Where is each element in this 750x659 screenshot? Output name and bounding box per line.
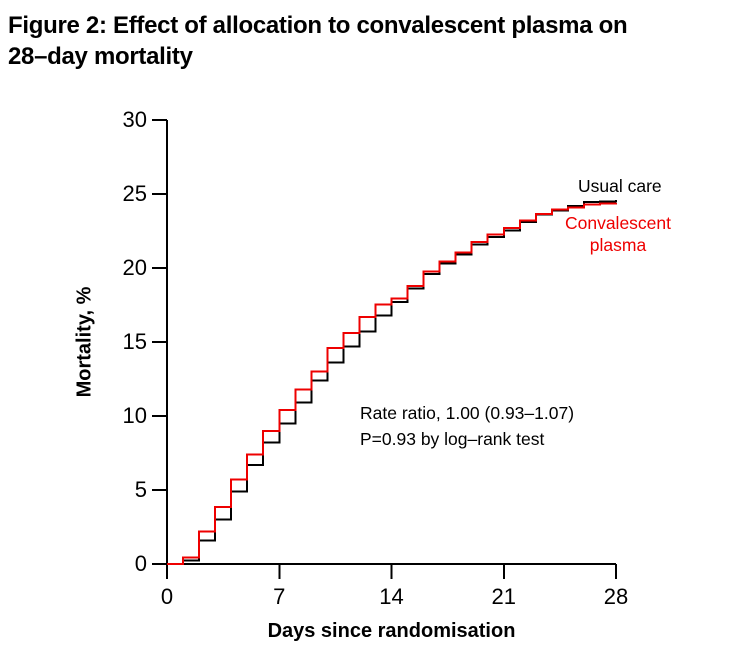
rate-ratio-annotation: Rate ratio, 1.00 (0.93–1.07) P=0.93 by l… — [360, 400, 574, 452]
figure-title: Figure 2: Effect of allocation to conval… — [8, 10, 748, 72]
x-tick-label: 7 — [273, 584, 286, 609]
figure-title-line1: Figure 2: Effect of allocation to conval… — [8, 12, 628, 39]
logrank-line: P=0.93 by log–rank test — [360, 429, 545, 449]
figure-title-line2: 28–day mortality — [8, 43, 193, 70]
x-tick-label: 21 — [491, 584, 516, 609]
y-tick-label: 30 — [122, 107, 147, 132]
x-tick-label: 0 — [160, 584, 174, 609]
y-axis-label: Mortality, % — [73, 286, 96, 398]
rate-ratio-line: Rate ratio, 1.00 (0.93–1.07) — [360, 403, 575, 423]
y-tick-label: 10 — [122, 403, 147, 428]
y-tick-label: 0 — [134, 551, 147, 576]
y-tick-label: 5 — [134, 477, 147, 502]
curve-usual-care — [167, 199, 617, 565]
y-tick-label: 20 — [122, 255, 147, 280]
legend-usual-care: Usual care — [578, 176, 662, 196]
x-tick-label: 28 — [603, 584, 629, 609]
curve-convalescent-plasma — [167, 202, 617, 565]
legend-convalescent-plasma: Convalescent plasma — [564, 213, 672, 255]
y-tick-label: 25 — [122, 181, 147, 206]
x-tick-label: 14 — [379, 584, 404, 609]
x-axis-label: Days since randomisation — [267, 620, 516, 642]
y-tick-label: 15 — [122, 329, 147, 354]
